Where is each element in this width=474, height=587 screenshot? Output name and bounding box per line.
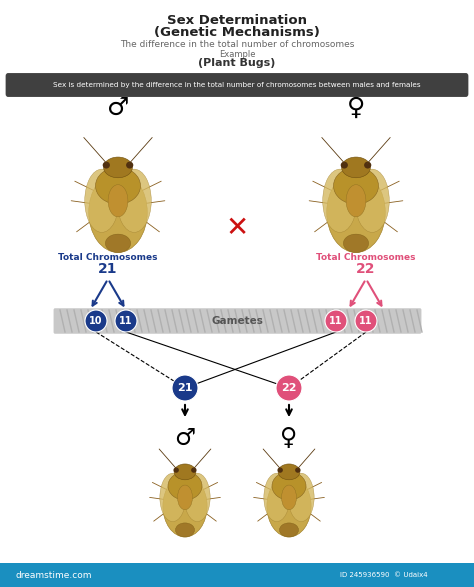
Text: (Plant Bugs): (Plant Bugs) — [198, 58, 276, 68]
Ellipse shape — [184, 473, 210, 522]
Ellipse shape — [104, 157, 132, 178]
Text: dreamstime.com: dreamstime.com — [15, 571, 91, 579]
Ellipse shape — [343, 234, 369, 252]
Ellipse shape — [295, 467, 301, 473]
Ellipse shape — [163, 475, 207, 537]
Ellipse shape — [175, 523, 194, 537]
Ellipse shape — [272, 472, 306, 500]
Ellipse shape — [173, 467, 179, 473]
Ellipse shape — [95, 167, 140, 204]
Text: 10: 10 — [89, 316, 103, 326]
Ellipse shape — [277, 467, 283, 473]
Text: ✕: ✕ — [225, 214, 249, 242]
Ellipse shape — [278, 464, 300, 480]
FancyBboxPatch shape — [0, 563, 474, 587]
Text: 21: 21 — [177, 383, 193, 393]
Text: ID 245936590  © Udaix4: ID 245936590 © Udaix4 — [340, 572, 428, 578]
Ellipse shape — [103, 161, 110, 168]
Ellipse shape — [89, 172, 147, 252]
Ellipse shape — [267, 475, 311, 537]
Ellipse shape — [282, 485, 296, 510]
Text: Total Chromosomes: Total Chromosomes — [58, 254, 158, 262]
Ellipse shape — [174, 464, 196, 480]
Text: Gametes: Gametes — [211, 316, 263, 326]
Text: 11: 11 — [359, 316, 373, 326]
Text: 11: 11 — [119, 316, 133, 326]
Text: (Genetic Mechanisms): (Genetic Mechanisms) — [154, 26, 320, 39]
Text: Sex Determination: Sex Determination — [167, 14, 307, 27]
Ellipse shape — [280, 523, 299, 537]
Ellipse shape — [346, 185, 366, 217]
Text: Sex is determined by the difference in the total number of chromosomes between m: Sex is determined by the difference in t… — [53, 82, 421, 88]
Ellipse shape — [342, 157, 370, 178]
Ellipse shape — [327, 172, 385, 252]
FancyBboxPatch shape — [54, 308, 421, 334]
Ellipse shape — [355, 169, 389, 232]
Ellipse shape — [160, 473, 186, 522]
Ellipse shape — [117, 169, 151, 232]
Text: 21: 21 — [98, 262, 118, 276]
Text: 22: 22 — [356, 262, 376, 276]
Ellipse shape — [178, 485, 192, 510]
FancyBboxPatch shape — [6, 73, 468, 97]
Ellipse shape — [334, 167, 379, 204]
Ellipse shape — [191, 467, 197, 473]
Ellipse shape — [85, 310, 107, 332]
Text: ♂: ♂ — [107, 96, 129, 120]
Text: ♂: ♂ — [174, 426, 196, 450]
Ellipse shape — [105, 234, 131, 252]
Ellipse shape — [108, 185, 128, 217]
Ellipse shape — [323, 169, 357, 232]
Ellipse shape — [325, 310, 347, 332]
Text: Example: Example — [219, 50, 255, 59]
Ellipse shape — [288, 473, 314, 522]
Ellipse shape — [126, 161, 133, 168]
Text: ♀: ♀ — [281, 426, 298, 450]
Ellipse shape — [264, 473, 290, 522]
Text: The difference in the total number of chromosomes: The difference in the total number of ch… — [120, 40, 354, 49]
Ellipse shape — [85, 169, 119, 232]
Text: 11: 11 — [329, 316, 343, 326]
Ellipse shape — [355, 310, 377, 332]
Ellipse shape — [341, 161, 348, 168]
Ellipse shape — [168, 472, 202, 500]
Ellipse shape — [364, 161, 371, 168]
Ellipse shape — [276, 375, 302, 401]
Text: 22: 22 — [281, 383, 297, 393]
Text: Total Chromosomes: Total Chromosomes — [316, 254, 416, 262]
Ellipse shape — [172, 375, 198, 401]
Text: ♀: ♀ — [347, 96, 365, 120]
Ellipse shape — [115, 310, 137, 332]
